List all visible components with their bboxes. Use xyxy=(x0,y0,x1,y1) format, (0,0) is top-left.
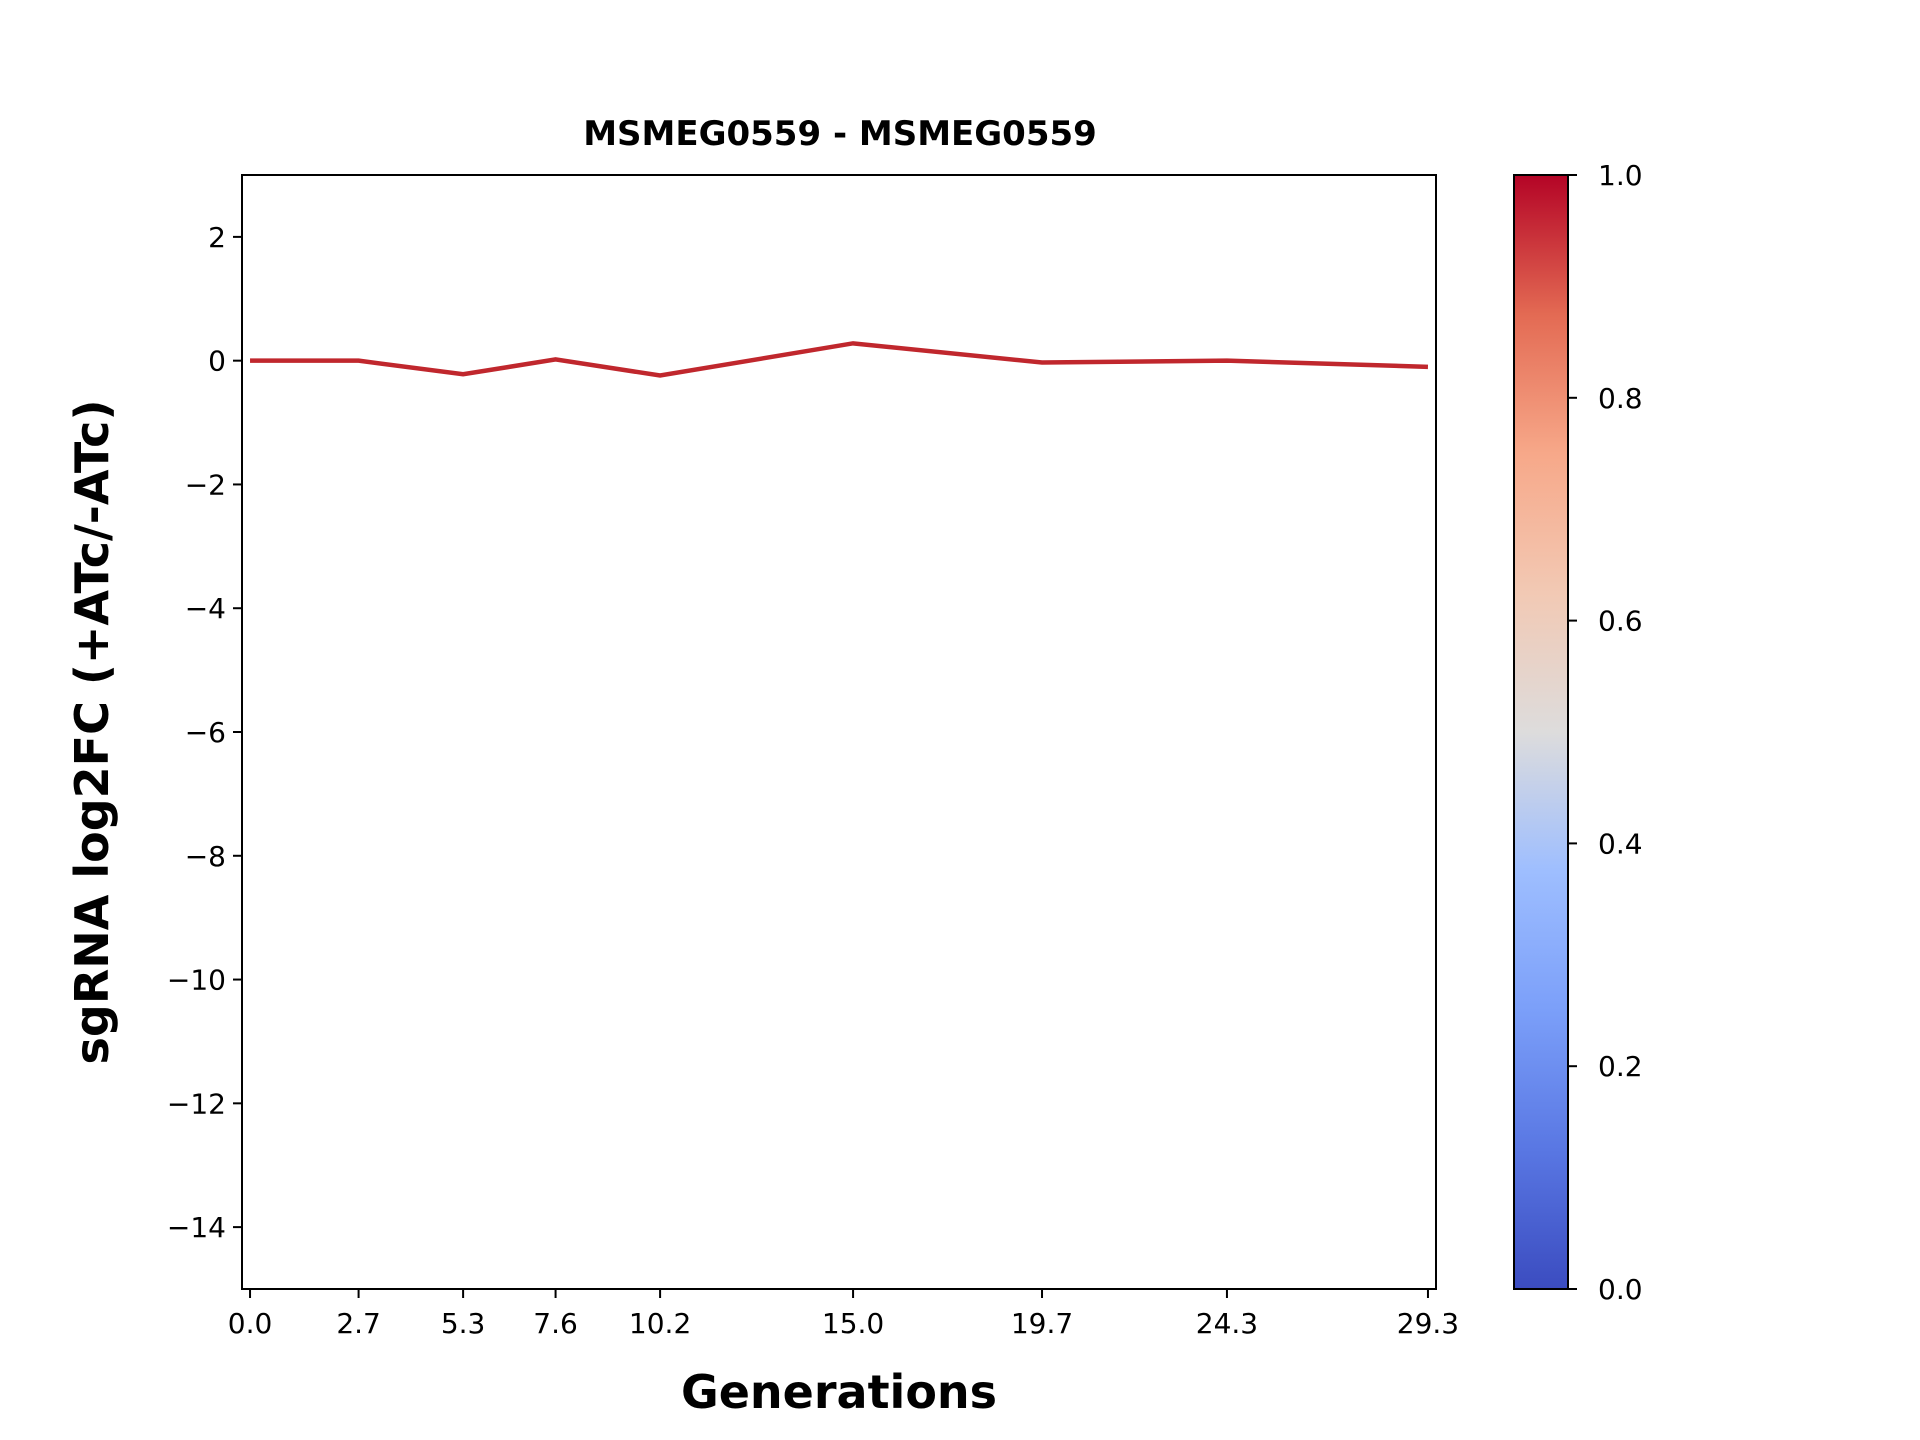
x-tick-label: 19.7 xyxy=(1011,1307,1073,1340)
y-tick-label: −10 xyxy=(167,964,226,997)
colorbar-tick-label: 0.8 xyxy=(1598,382,1643,415)
x-tick-label: 15.0 xyxy=(822,1307,884,1340)
y-tick-label: 2 xyxy=(208,221,226,254)
y-tick-label: −6 xyxy=(185,716,226,749)
colorbar xyxy=(1513,174,1569,1290)
y-axis-label: sgRNA log2FC (+ATc/-ATc) xyxy=(65,400,119,1065)
colorbar-tick-label: 0.2 xyxy=(1598,1050,1643,1083)
y-tick-label: −14 xyxy=(167,1211,226,1244)
x-tick-label: 2.7 xyxy=(336,1307,381,1340)
y-tick-label: −4 xyxy=(185,592,226,625)
colorbar-ticks: 0.0 0.2 0.4 0.6 0.8 1.0 xyxy=(1568,159,1643,1306)
colorbar-tick-label: 0.6 xyxy=(1598,605,1643,638)
axes-frame xyxy=(241,174,1437,1290)
y-tick-label: −8 xyxy=(185,840,226,873)
colorbar-tick-label: 0.0 xyxy=(1598,1273,1643,1306)
chart-title: MSMEG0559 - MSMEG0559 xyxy=(583,114,1097,154)
plot-area: 0.0 2.7 5.3 7.6 10.2 15.0 19.7 24.3 29.3 2 0 −2 −4 −6… xyxy=(167,221,1459,1340)
x-tick-label: 24.3 xyxy=(1196,1307,1258,1340)
colorbar-tick-label: 1.0 xyxy=(1598,159,1643,192)
x-tick-label: 7.6 xyxy=(533,1307,578,1340)
x-tick-label: 0.0 xyxy=(228,1307,273,1340)
x-tick-label: 10.2 xyxy=(629,1307,691,1340)
series-line xyxy=(250,341,1429,378)
y-tick-label: −12 xyxy=(167,1087,226,1120)
x-tick-label: 29.3 xyxy=(1397,1307,1459,1340)
y-tick-label: 0 xyxy=(208,345,226,378)
x-tick-label: 5.3 xyxy=(441,1307,486,1340)
x-axis-label: Generations xyxy=(681,1365,997,1419)
colorbar-tick-label: 0.4 xyxy=(1598,827,1643,860)
y-tick-label: −2 xyxy=(185,468,226,501)
